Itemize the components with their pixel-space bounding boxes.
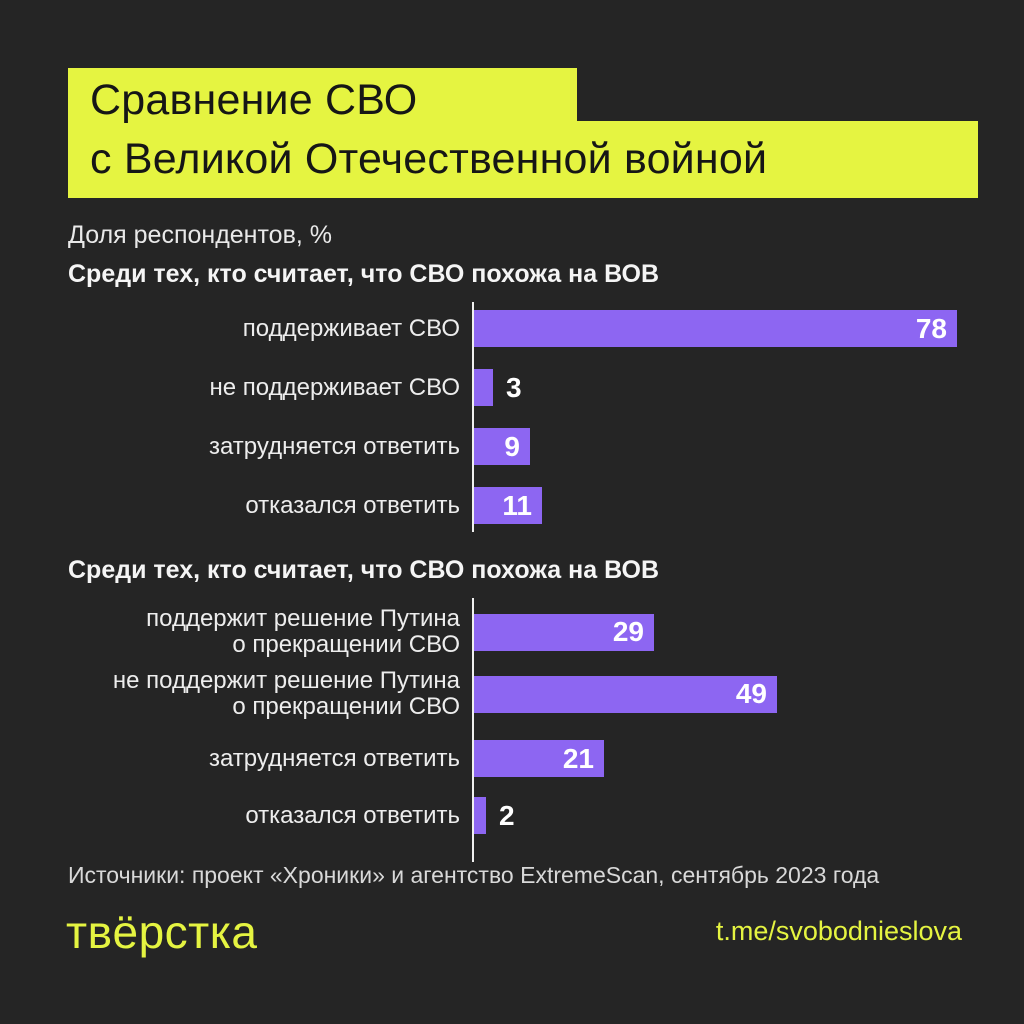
- bar-label: затрудняется ответить: [208, 744, 460, 772]
- bar-row: поддержит решение Путина о прекращении С…: [68, 606, 978, 658]
- bar: 29: [474, 613, 654, 651]
- bar-value: 49: [735, 678, 767, 709]
- bar-value: 9: [504, 430, 520, 462]
- section-2-header: Среди тех, кто считает, что СВО похожа н…: [68, 556, 660, 584]
- bar-value: 78: [915, 312, 947, 344]
- bar-cell: 29: [472, 613, 978, 651]
- bar-cell: 3: [472, 369, 978, 406]
- bar-cell: 11: [472, 487, 978, 524]
- bar-value: 2: [499, 799, 515, 831]
- bar-row: отказался ответить 2: [68, 797, 978, 834]
- bar-value: 3: [506, 371, 522, 403]
- section-2-rows: поддержит решение Путина о прекращении С…: [68, 598, 978, 862]
- bar-row: поддерживает СВО 78: [68, 310, 978, 347]
- bar-cell: 78: [472, 310, 978, 347]
- chart-section-2: Среди тех, кто считает, что СВО похожа н…: [68, 556, 978, 862]
- title-line-1: Сравнение СВО: [68, 68, 577, 121]
- bar-label: поддерживает СВО: [242, 314, 460, 342]
- section-1-rows: поддерживает СВО 78 не поддерживает СВО …: [68, 302, 978, 532]
- bar-cell: 21: [472, 740, 978, 777]
- section-1-header: Среди тех, кто считает, что СВО похожа н…: [68, 260, 660, 288]
- bar-label: затрудняется ответить: [208, 432, 460, 460]
- bar-label: не поддержит решение Путина о прекращени…: [112, 667, 460, 720]
- bar: 21: [474, 740, 604, 777]
- bar-value: 21: [562, 742, 594, 774]
- bar-value: 11: [502, 489, 532, 521]
- bar-row: отказался ответить 11: [68, 487, 978, 524]
- bar: 9: [474, 428, 530, 465]
- bar-cell: 2: [472, 797, 978, 834]
- chart-units-label: Доля респондентов, %: [68, 221, 332, 249]
- page-title: Сравнение СВО с Великой Отечественной во…: [68, 68, 978, 198]
- bar-cell: 9: [472, 428, 978, 465]
- bar-value: 29: [612, 616, 644, 647]
- bar-label: отказался ответить: [245, 491, 460, 519]
- bar: 3: [474, 369, 522, 406]
- bar-label: отказался ответить: [245, 801, 460, 829]
- title-text-1: Сравнение СВО: [90, 75, 418, 124]
- bar: 78: [474, 310, 957, 347]
- bar-row: затрудняется ответить 21: [68, 740, 978, 777]
- verstka-logo: твёрстка: [66, 906, 258, 958]
- bar-row: не поддержит решение Путина о прекращени…: [68, 668, 978, 720]
- bar-row: не поддерживает СВО 3: [68, 369, 978, 406]
- sources-caption: Источники: проект «Хроники» и агентство …: [68, 862, 880, 888]
- bar: 49: [474, 675, 777, 713]
- bar-cell: 49: [472, 675, 978, 713]
- bar-label: не поддерживает СВО: [209, 373, 461, 401]
- bar: 2: [474, 797, 515, 834]
- title-line-2: с Великой Отечественной войной: [68, 121, 978, 198]
- telegram-link[interactable]: t.me/svobodnieslova: [715, 916, 962, 946]
- title-text-2: с Великой Отечественной войной: [90, 135, 768, 183]
- bar: 11: [474, 487, 542, 524]
- chart-section-1: Среди тех, кто считает, что СВО похожа н…: [68, 260, 978, 532]
- bar-label: поддержит решение Путина о прекращении С…: [146, 605, 460, 658]
- bar-row: затрудняется ответить 9: [68, 428, 978, 465]
